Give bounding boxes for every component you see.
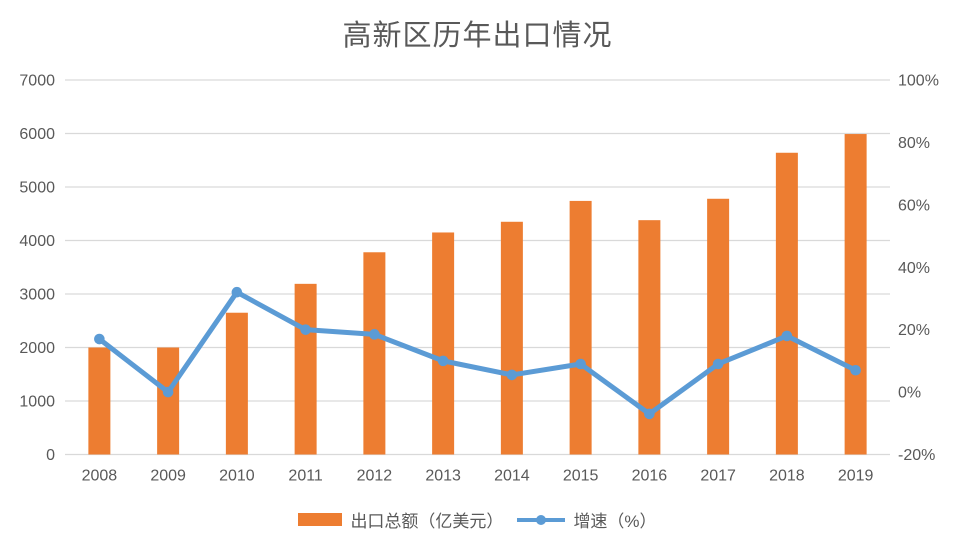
x-axis-label: 2011: [288, 468, 323, 485]
right-axis-label: 20%: [898, 322, 930, 339]
bar-2012: [363, 252, 386, 455]
legend-label-exports: 出口总额（亿美元）: [350, 512, 504, 531]
left-axis-label: 2000: [19, 340, 55, 357]
x-axis-label: 2017: [700, 468, 736, 485]
bar-2017: [707, 198, 730, 455]
right-axis-label: 100%: [898, 73, 939, 90]
bar-2018: [775, 152, 798, 455]
bar-2016: [638, 220, 661, 455]
line-marker-2014: [506, 369, 518, 381]
left-axis-label: 7000: [19, 73, 55, 90]
x-axis-label: 2019: [838, 468, 874, 485]
line-marker-2018: [781, 330, 793, 342]
left-axis-label: 5000: [19, 180, 55, 197]
x-axis-label: 2012: [357, 468, 393, 485]
line-marker-2019: [850, 364, 861, 376]
bar-2009: [157, 347, 180, 455]
legend-label-growth: 增速（%）: [573, 512, 657, 531]
line-series-swatch: [517, 514, 566, 526]
line-marker-2013: [437, 355, 449, 367]
x-axis-label: 2010: [219, 468, 255, 485]
bar-series-swatch: [298, 513, 343, 526]
line-marker-2017: [712, 358, 724, 370]
right-axis-label: 60%: [898, 197, 930, 214]
x-axis-label: 2016: [632, 468, 668, 485]
x-axis-label: 2018: [769, 468, 805, 485]
right-axis-label: -20%: [898, 447, 935, 464]
line-marker-2010: [231, 286, 243, 298]
legend-item-growth: 增速（%）: [517, 507, 657, 532]
x-axis-label: 2009: [150, 468, 186, 485]
bar-2019: [844, 134, 867, 455]
bar-2010: [225, 312, 248, 455]
line-marker-2011: [300, 324, 311, 335]
legend-item-exports: 出口总额（亿美元）: [298, 507, 503, 532]
chart-title: 高新区历年出口情况: [342, 18, 613, 52]
bar-2015: [569, 200, 592, 455]
line-marker-2012: [369, 329, 380, 340]
line-marker-icon: [536, 514, 547, 525]
bar-2011: [294, 283, 317, 455]
line-marker-2008: [94, 333, 105, 345]
x-axis-label: 2015: [563, 468, 599, 485]
left-axis-label: 0: [46, 447, 55, 464]
bar-2008: [88, 347, 111, 455]
x-axis-label: 2013: [425, 468, 461, 485]
left-axis-label: 1000: [19, 394, 55, 411]
growth-line: [96, 289, 859, 417]
line-marker-2016: [644, 408, 655, 420]
x-axis-label: 2008: [82, 468, 118, 485]
right-axis-label: 0%: [898, 385, 921, 402]
line-marker-2015: [575, 358, 586, 370]
left-axis-label: 4000: [19, 233, 55, 250]
left-axis-label: 3000: [19, 287, 55, 304]
line-marker-2009: [162, 386, 174, 398]
legend: 出口总额（亿美元） 增速（%）: [0, 507, 955, 532]
bar-2014: [500, 221, 523, 455]
x-axis-label: 2014: [494, 468, 530, 485]
left-axis-label: 6000: [19, 126, 55, 143]
right-axis-label: 40%: [898, 260, 930, 277]
bar-2013: [432, 232, 455, 455]
right-axis-label: 80%: [898, 135, 930, 152]
